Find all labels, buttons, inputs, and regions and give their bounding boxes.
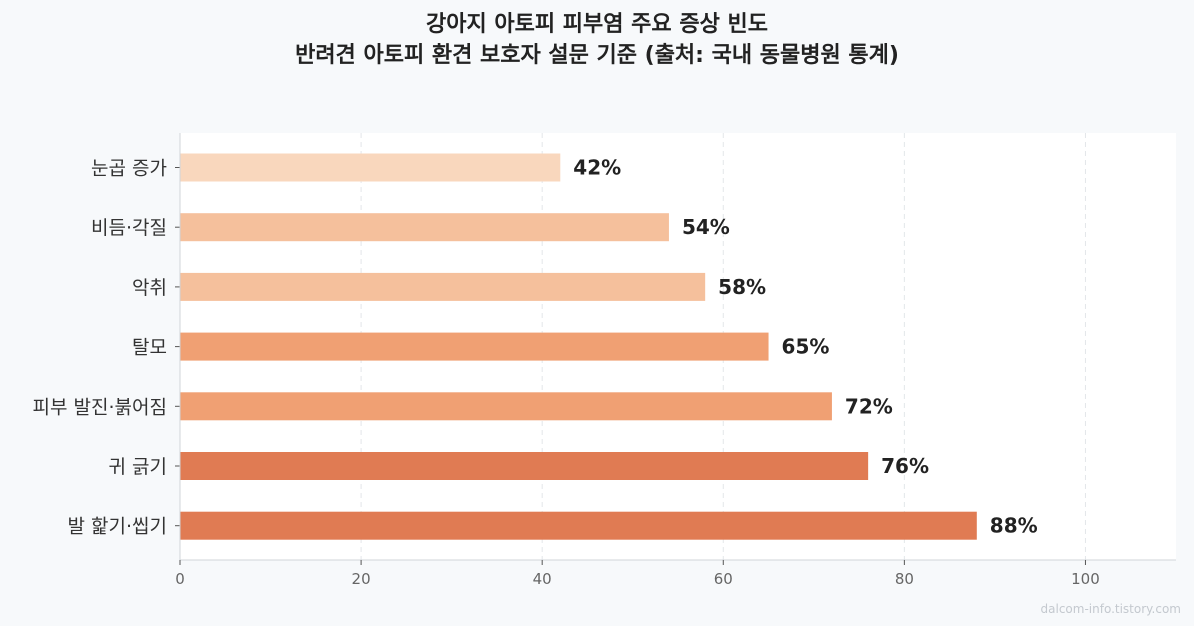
category-label: 피부 발진·붉어짐 xyxy=(33,396,167,418)
bar-7 xyxy=(180,511,977,540)
data-label: 54% xyxy=(682,215,730,239)
bar-1 xyxy=(180,153,561,182)
bar-6 xyxy=(180,452,869,480)
watermark: dalcom-info.tistory.com xyxy=(1040,602,1181,616)
x-tick-label: 0 xyxy=(175,570,185,588)
data-label: 58% xyxy=(718,275,766,299)
bar-2 xyxy=(180,213,669,242)
data-label: 42% xyxy=(573,156,621,180)
x-tick-label: 40 xyxy=(533,570,552,588)
category-label: 발 핥기·씹기 xyxy=(68,516,167,538)
x-tick-label: 80 xyxy=(895,570,914,588)
data-label: 72% xyxy=(845,394,893,418)
x-tick-label: 60 xyxy=(714,570,733,588)
bars: 42% 54% 58% 65% 72% 76% 88% xyxy=(180,153,1038,540)
x-tick-label: 20 xyxy=(352,570,371,588)
category-label: 눈곱 증가 xyxy=(91,158,167,180)
data-label: 76% xyxy=(881,454,929,478)
bar-4 xyxy=(180,332,769,361)
chart-subtitle: 반려견 아토피 환견 보호자 설문 기준 (출처: 국내 동물병원 통계) xyxy=(295,43,899,68)
category-label: 비듬·각질 xyxy=(91,217,167,239)
chart-title: 강아지 아토피 피부염 주요 증상 빈도 xyxy=(426,12,768,37)
category-label: 악취 xyxy=(132,277,167,299)
data-label: 88% xyxy=(990,514,1038,538)
x-tick-label: 100 xyxy=(1071,570,1100,588)
data-label: 65% xyxy=(782,335,830,359)
bar-5 xyxy=(180,392,832,421)
category-label: 탈모 xyxy=(132,337,167,359)
grid-lines xyxy=(360,133,1086,560)
category-label: 귀 긁기 xyxy=(109,456,167,478)
bar-3 xyxy=(180,272,706,301)
